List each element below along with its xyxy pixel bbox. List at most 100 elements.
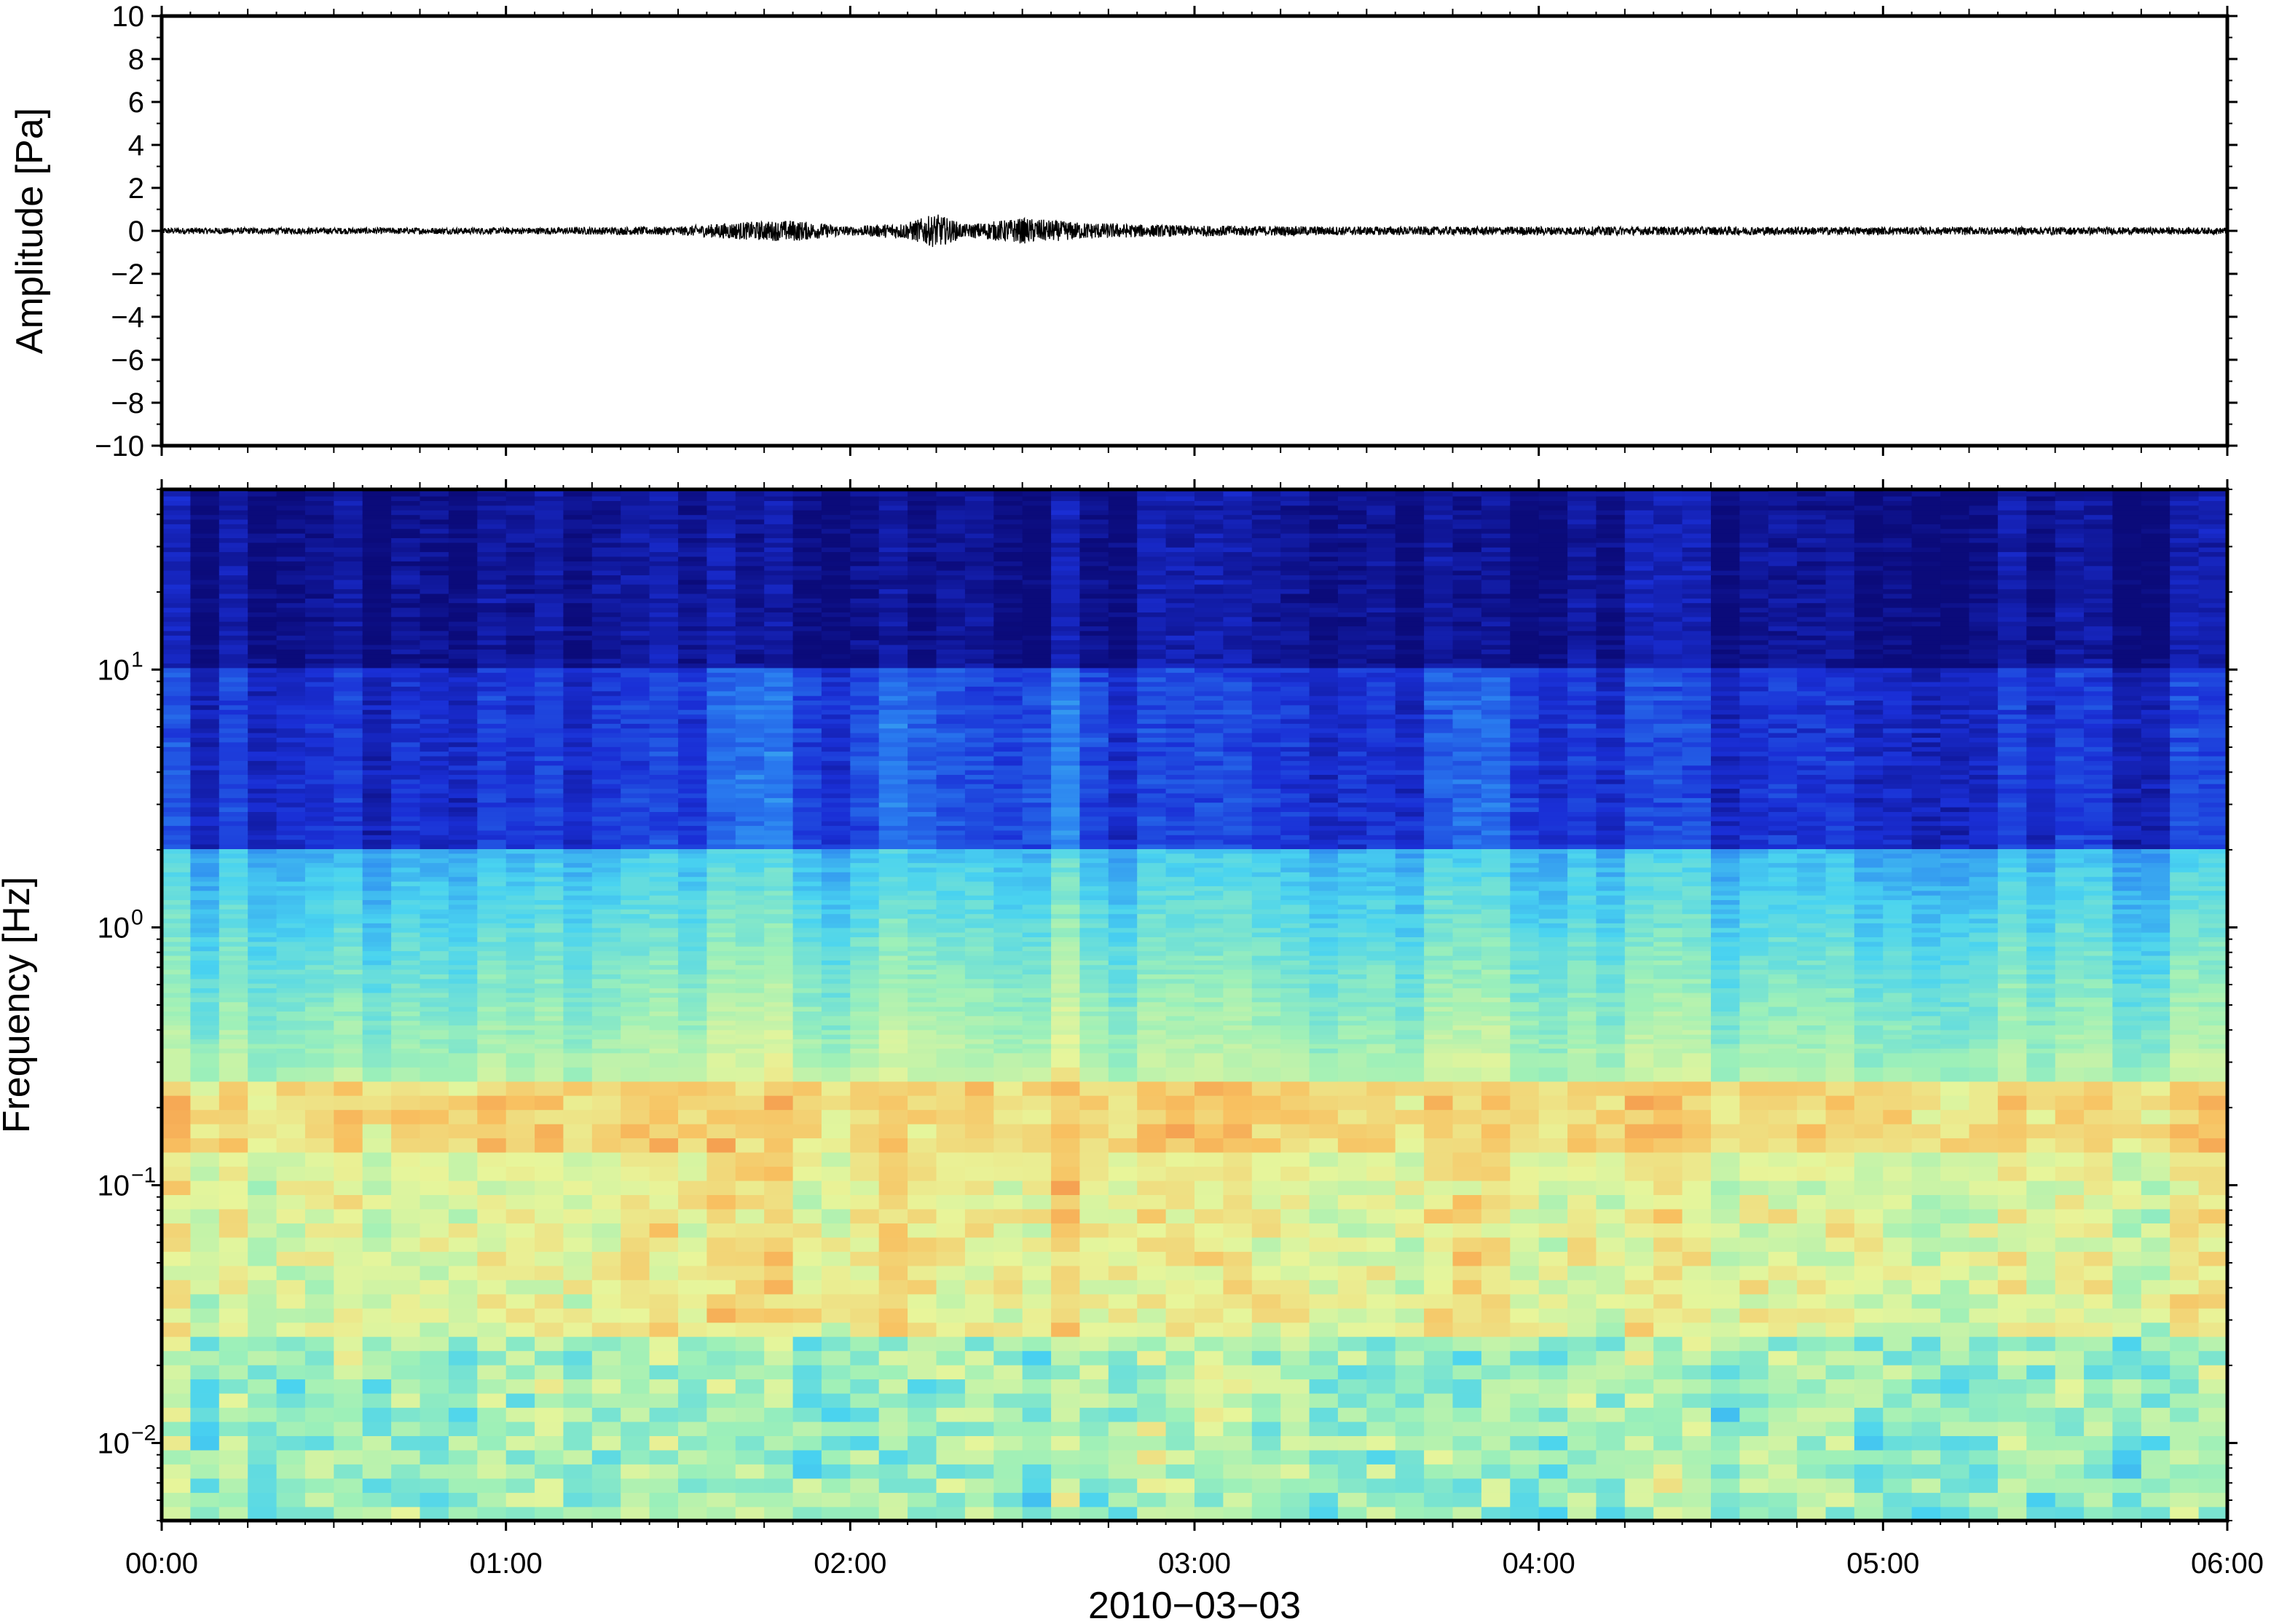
spectrogram-cell [276, 802, 306, 808]
spectrogram-cell [420, 927, 449, 933]
spectrogram-cell [936, 806, 966, 812]
spectrogram-cell [304, 505, 335, 511]
spectrogram-cell [792, 769, 822, 775]
spectrogram-cell [649, 1280, 679, 1295]
spectrogram-cell [993, 709, 1023, 715]
spectrogram-cell [591, 997, 621, 1003]
spectrogram-cell [190, 802, 220, 808]
spectrogram-cell [707, 1350, 736, 1365]
spectrogram-cell [334, 1194, 363, 1210]
spectrogram-cell [764, 575, 794, 580]
spectrogram-cell [993, 923, 1023, 929]
spectrogram-cell [190, 575, 220, 580]
spectrogram-cell [162, 941, 192, 947]
spectrogram-cell [707, 588, 736, 594]
spectrogram-cell [563, 714, 593, 720]
spectrogram-cell [162, 1308, 192, 1323]
spectrogram-cell [391, 1166, 421, 1181]
spectrogram-cell [993, 1194, 1023, 1210]
spectrogram-cell [304, 588, 335, 594]
spectrogram-cell [649, 927, 679, 933]
spectrogram-cell [391, 1478, 421, 1493]
spectrogram-cell [936, 686, 966, 692]
spectrogram-cell [304, 931, 335, 937]
spectrogram-cell [792, 857, 822, 864]
spectrogram-cell [649, 886, 679, 891]
spectrogram-cell [792, 1194, 822, 1210]
spectrogram-cell [190, 1109, 220, 1124]
spectrogram-cell [362, 677, 392, 682]
spectrogram-cell [621, 667, 650, 673]
spectrogram-cell [678, 1038, 708, 1044]
spectrogram-cell [304, 927, 335, 933]
spectrogram-cell [219, 732, 248, 738]
spectrogram-cell [792, 1223, 822, 1238]
spectrogram-cell [621, 960, 650, 966]
spectrogram-cell [334, 514, 363, 520]
spectrogram-cell [276, 1025, 306, 1030]
spectrogram-cell [936, 886, 966, 891]
spectrogram-cell [448, 857, 479, 864]
spectrogram-cell [764, 1151, 794, 1167]
spectrogram-cell [162, 1464, 192, 1479]
spectrogram-cell [936, 537, 966, 543]
spectrogram-cell [334, 1449, 363, 1465]
spectrogram-cell [391, 644, 421, 650]
spectrogram-cell [477, 500, 507, 506]
spectrogram-cell [821, 1034, 851, 1040]
spectrogram-cell [591, 1180, 621, 1195]
spectrogram-cell [707, 542, 736, 548]
spectrogram-cell [792, 872, 822, 878]
spectrogram-cell [764, 1194, 794, 1210]
spectrogram-cell [764, 630, 794, 636]
spectrogram-cell [792, 741, 822, 747]
spectrogram-cell [964, 1223, 995, 1238]
spectrogram-cell [391, 909, 421, 915]
spectrogram-cell [993, 695, 1023, 701]
spectrogram-cell [591, 755, 621, 761]
spectrogram-cell [678, 937, 708, 942]
spectrogram-cell [707, 760, 736, 766]
spectrogram-cell [821, 1095, 851, 1111]
spectrogram-cell [535, 931, 564, 937]
spectrogram-cell [993, 755, 1023, 761]
spectrogram-cell [362, 1138, 392, 1153]
spectrogram-cell [334, 575, 363, 580]
spectrogram-cell [190, 941, 220, 947]
spectrogram-cell [707, 950, 736, 956]
spectrogram-cell [304, 1506, 335, 1521]
spectrogram-cell [735, 528, 765, 534]
spectrogram-cell [792, 829, 822, 835]
spectrogram-cell [535, 537, 564, 543]
spectrogram-cell [678, 709, 708, 715]
spectrogram-cell [591, 723, 621, 729]
spectrogram-cell [591, 737, 621, 743]
spectrogram-cell [649, 1435, 679, 1451]
spectrogram-cell [678, 524, 708, 529]
spectrogram-cell [764, 1322, 794, 1337]
spectrogram-cell [362, 491, 392, 497]
spectrogram-cell [420, 681, 449, 687]
spectrogram-cell [735, 505, 765, 511]
spectrogram-cell [678, 1407, 708, 1422]
spectrogram-cell [591, 583, 621, 590]
spectrogram-cell [735, 825, 765, 831]
spectrogram-cell [591, 598, 621, 604]
spectrogram-cell [792, 867, 822, 872]
spectrogram-cell [448, 1208, 479, 1223]
spectrogram-cell [304, 816, 335, 821]
spectrogram-cell [964, 751, 995, 757]
spectrogram-cell [448, 1421, 479, 1436]
spectrogram-cell [1022, 899, 1052, 905]
spectrogram-cell [621, 950, 650, 956]
spectrogram-cell [477, 816, 507, 821]
spectrogram-cell [304, 741, 335, 747]
spectrogram-cell [707, 1095, 736, 1111]
spectrogram-cell [1022, 774, 1052, 780]
spectrogram-cell [878, 644, 908, 650]
spectrogram-cell [821, 709, 851, 715]
spectrogram-cell [1022, 1407, 1052, 1422]
spectrogram-cell [878, 714, 908, 720]
spectrogram-cell [304, 514, 335, 520]
spectrogram-cell [764, 1123, 794, 1139]
